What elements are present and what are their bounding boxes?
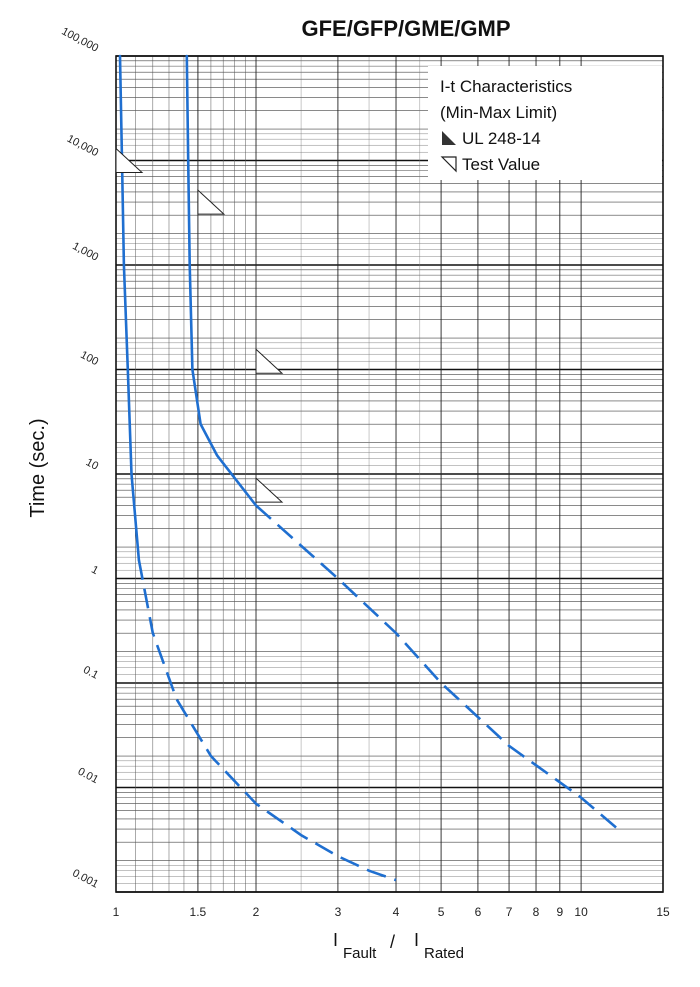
curve-max-solid	[185, 54, 258, 507]
x-tick-label: 3	[335, 905, 342, 919]
series-layer	[118, 54, 619, 882]
plot-frame	[115, 55, 664, 893]
x-tick-label: 7	[506, 905, 513, 919]
y-tick-label: 1	[89, 564, 100, 577]
test-value-marker	[115, 147, 144, 173]
x-tick-label: 8	[533, 905, 540, 919]
legend-item-label: UL 248-14	[462, 129, 541, 148]
curve-min-dashed	[137, 559, 397, 882]
legend: I-t Characteristics (Min-Max Limit) UL 248…	[428, 66, 662, 180]
chart-title: GFE/GFP/GME/GMP	[301, 16, 510, 41]
legend-box	[428, 66, 662, 180]
marker-layer	[115, 147, 284, 503]
test-value-marker	[197, 188, 226, 215]
x-tick-label: 1.5	[190, 905, 207, 919]
x-tick-label: 15	[656, 905, 670, 919]
x-tick-label: 5	[438, 905, 445, 919]
curve-max-dashed	[255, 504, 619, 831]
legend-marker-open-triangle-icon	[440, 156, 457, 173]
x-label-part1: I	[333, 930, 338, 950]
x-tick-label: 2	[253, 905, 260, 919]
x-tick-label: 10	[574, 905, 588, 919]
legend-item-label: Test Value	[462, 155, 540, 174]
x-axis-label: I Fault / I Rated	[333, 930, 464, 962]
test-value-marker	[255, 348, 284, 374]
x-tick-label: 9	[556, 905, 563, 919]
x-tick-label: 6	[475, 905, 482, 919]
x-tick-label: 1	[113, 905, 120, 919]
x-label-separator: /	[390, 932, 395, 952]
legend-title: (Min-Max Limit)	[440, 103, 557, 122]
legend-marker-filled-triangle-icon	[442, 131, 456, 145]
x-tick-label: 4	[393, 905, 400, 919]
legend-title: I-t Characteristics	[440, 77, 572, 96]
curve-min-solid	[118, 54, 141, 562]
y-axis-label: Time (sec.)	[27, 418, 49, 517]
y-tick-label: 10	[84, 456, 100, 472]
test-value-marker	[255, 477, 284, 503]
x-label-part2: I	[414, 930, 419, 950]
x-label-sub1: Fault	[343, 945, 377, 962]
x-label-sub2: Rated	[424, 945, 464, 962]
